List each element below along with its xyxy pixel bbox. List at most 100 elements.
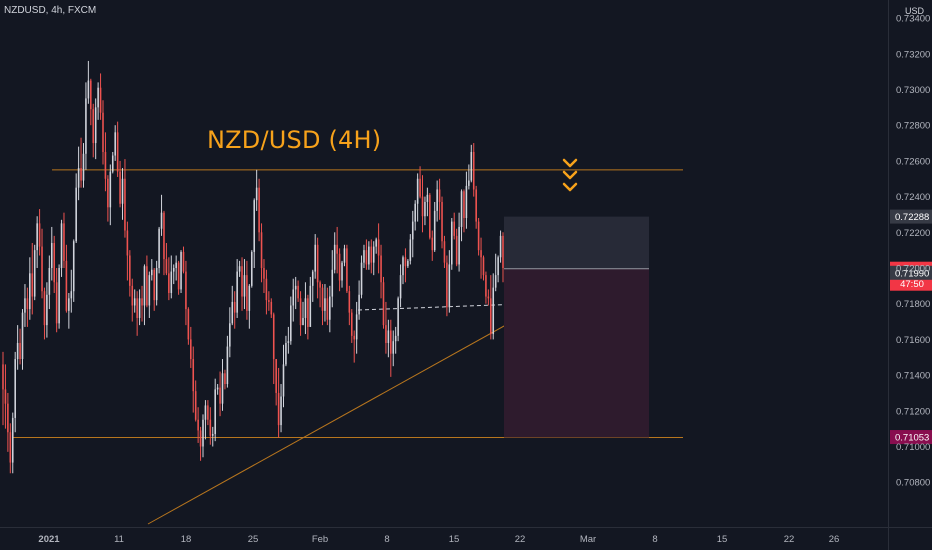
candle-body — [160, 212, 163, 229]
candle-body — [75, 187, 77, 242]
candle-body — [97, 87, 99, 108]
candle-body — [450, 221, 453, 265]
price-label-background — [890, 265, 932, 280]
candle-body — [153, 269, 156, 301]
candle-body — [55, 282, 58, 324]
candle-body — [107, 178, 109, 208]
candle-body — [31, 273, 34, 297]
price-tick-label: 0.73200 — [896, 49, 930, 60]
candle-body — [265, 278, 268, 301]
down-chevron-icon — [562, 170, 578, 180]
candle-body — [233, 301, 236, 313]
candle-body — [207, 405, 209, 420]
candle-body — [258, 187, 260, 233]
candle-body — [294, 285, 297, 290]
candle-body — [165, 259, 168, 274]
candle-body — [377, 239, 380, 256]
candle-body — [209, 419, 212, 436]
candles — [2, 60, 504, 474]
time-tick-label: Feb — [312, 534, 328, 545]
candle-body — [360, 262, 363, 295]
symbol-label: NZDUSD, 4h, FXCM — [4, 5, 97, 16]
candle-body — [411, 221, 414, 240]
time-axis[interactable]: 2021 11 18 25 Feb 8 15 22 Mar 8 15 22 26 — [0, 527, 932, 546]
candle-body — [409, 239, 412, 261]
candle-body — [53, 243, 56, 283]
candle-body — [455, 235, 458, 265]
candle-body — [63, 223, 65, 261]
candle-body — [90, 80, 92, 110]
candle-body — [250, 251, 253, 286]
candle-body — [392, 341, 395, 354]
candle-body — [475, 189, 477, 222]
time-tick-label: 22 — [515, 534, 526, 545]
candle-body — [253, 200, 256, 252]
candle-body — [299, 298, 302, 326]
candle-body — [421, 196, 424, 217]
candle-body — [246, 275, 248, 311]
candle-body — [399, 275, 402, 299]
candle-body — [436, 189, 438, 211]
candle-body — [350, 312, 353, 336]
candle-body — [372, 246, 375, 263]
candle-body — [382, 282, 385, 326]
annotation-title[interactable]: NZD/USD (4H) — [207, 126, 382, 154]
candle-body — [397, 298, 399, 336]
time-tick-label: 25 — [248, 534, 259, 545]
time-tick-label: Mar — [580, 534, 596, 545]
candle-body — [460, 191, 463, 227]
drawings[interactable] — [12, 158, 683, 525]
time-tick-label: 11 — [114, 534, 124, 545]
candle-body — [463, 191, 465, 219]
time-tick-label: 15 — [717, 534, 728, 545]
candle-body — [46, 294, 48, 326]
candle-body — [307, 298, 309, 327]
candle-body — [482, 257, 485, 276]
candle-body — [82, 153, 85, 181]
candle-body — [221, 373, 224, 404]
candle-body — [99, 87, 102, 113]
candle-body — [163, 212, 165, 260]
candle-body — [202, 419, 204, 447]
down-chevron-icon — [562, 182, 578, 192]
candle-body — [394, 335, 397, 342]
candle-body — [133, 298, 136, 306]
candle-body — [353, 335, 356, 340]
candle-body — [26, 298, 29, 310]
candle-body — [287, 341, 290, 343]
candle-body — [348, 291, 351, 313]
candle-body — [19, 342, 21, 360]
candle-body — [333, 244, 336, 270]
candle-body — [80, 168, 82, 181]
candle-body — [248, 285, 251, 311]
candle-body — [355, 314, 358, 340]
candle-body — [11, 417, 14, 463]
candle-body — [104, 151, 107, 179]
price-label: 0.71990 — [895, 268, 929, 279]
price-tick-label: 0.72400 — [896, 192, 930, 203]
price-label: 47:50 — [900, 279, 924, 290]
candle-body — [502, 235, 504, 268]
candle-body — [119, 171, 121, 204]
candle-body — [443, 241, 446, 263]
time-tick-label: 2021 — [38, 534, 60, 545]
candle-body — [311, 271, 314, 286]
candle-body — [194, 391, 197, 420]
candle-body — [211, 434, 214, 436]
candle-body — [468, 180, 470, 186]
candle-body — [9, 432, 12, 463]
candle-body — [116, 132, 119, 172]
price-axis[interactable]: 0.73200 0.73000 0.72800 0.72600 0.72400 0.722… — [888, 0, 931, 550]
candle-body — [494, 275, 497, 288]
candle-body — [426, 194, 429, 202]
candle-body — [363, 250, 365, 263]
candle-body — [94, 107, 97, 144]
candle-body — [433, 210, 436, 251]
candle-body — [180, 251, 182, 290]
candle-body — [111, 155, 114, 172]
candle-body — [431, 237, 434, 251]
candle-body — [60, 223, 63, 268]
candle-body — [85, 98, 87, 154]
candle-body — [109, 171, 112, 208]
